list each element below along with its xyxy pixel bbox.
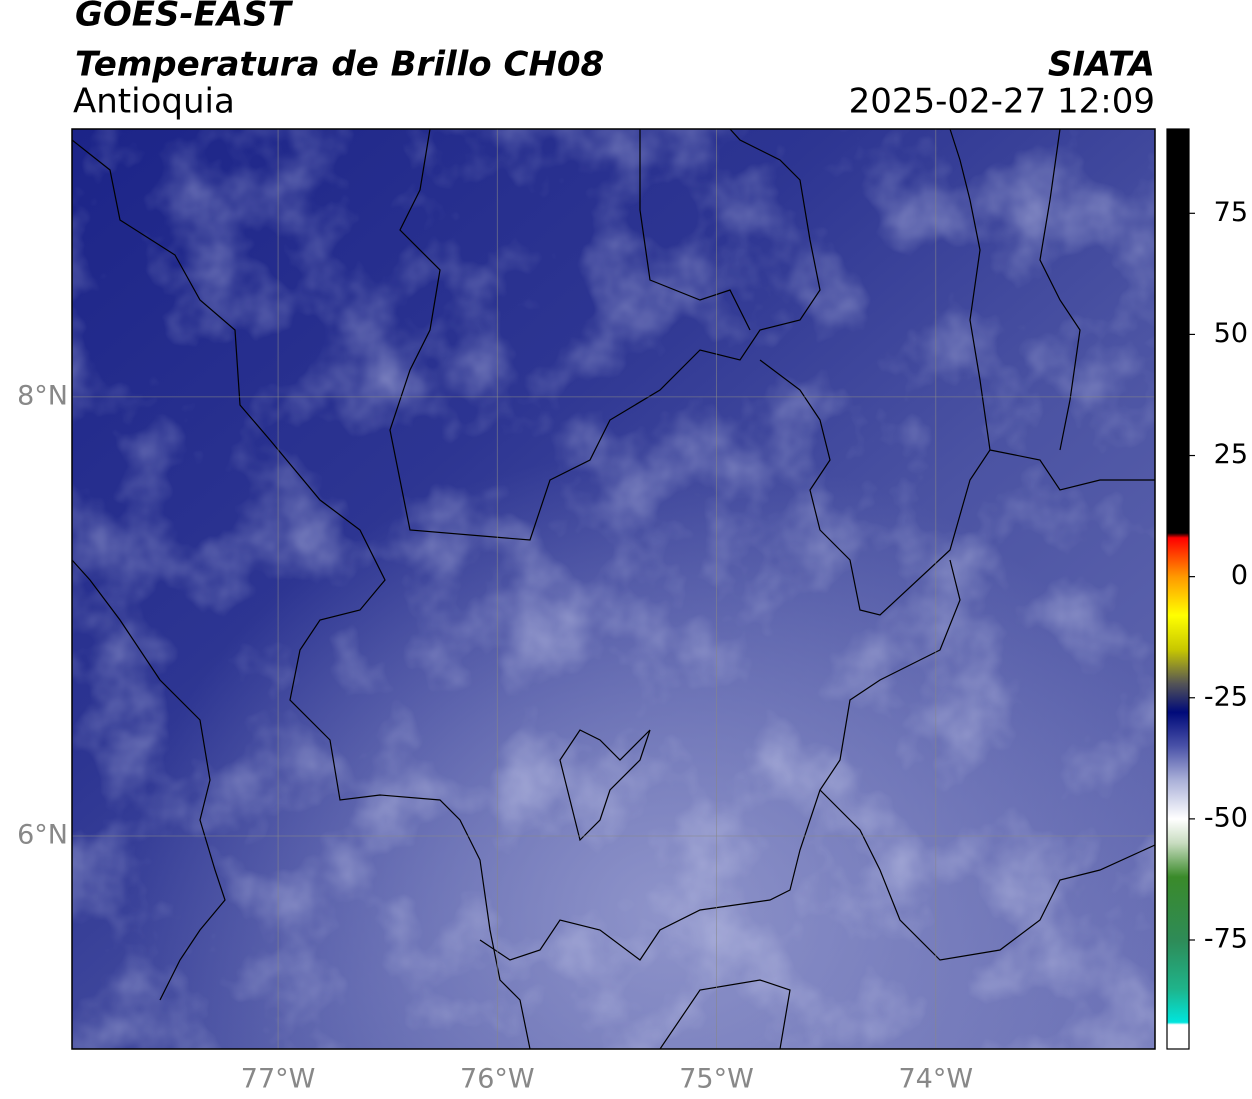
colorbar-tick-label: 75 <box>1214 197 1248 228</box>
colorbar-tick-label: 0 <box>1231 560 1248 591</box>
colorbar-tick-label: -75 <box>1204 923 1248 954</box>
subtitle: Temperatura de Brillo CH08 <box>75 45 604 85</box>
timestamp: 2025-02-27 12:09 <box>849 82 1155 122</box>
grid <box>72 129 1155 1049</box>
region: Antioquia <box>73 82 235 122</box>
y-tick-label: 6°N <box>17 820 68 851</box>
map-field <box>72 129 1155 1049</box>
colorbar <box>1166 128 1190 1050</box>
colorbar-tick-label: -25 <box>1204 681 1248 712</box>
colorbar-tick-label: -50 <box>1204 802 1248 833</box>
y-tick-label: 8°N <box>17 380 68 411</box>
x-tick-label: 75°W <box>679 1064 754 1095</box>
colorbar-tick-label: 50 <box>1214 318 1248 349</box>
map-frame <box>71 128 1156 1050</box>
x-tick-label: 76°W <box>460 1064 535 1095</box>
field-texture <box>72 129 1155 1049</box>
colorbar-tick-label: 25 <box>1214 439 1248 470</box>
borders <box>72 129 1155 1049</box>
title: GOES-EAST <box>75 0 294 35</box>
x-tick-label: 77°W <box>241 1064 316 1095</box>
source: SIATA <box>1048 45 1155 85</box>
x-tick-label: 74°W <box>898 1064 973 1095</box>
